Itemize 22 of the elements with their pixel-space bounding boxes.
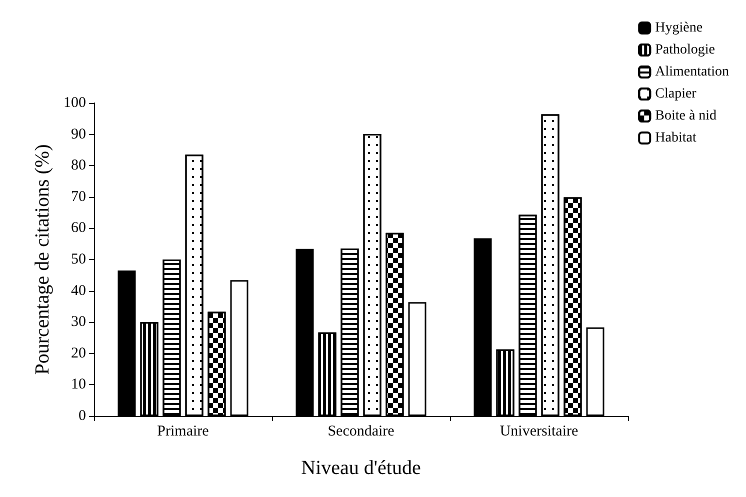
y-tick-label: 80 bbox=[71, 158, 86, 174]
legend-label: Pathologie bbox=[655, 42, 716, 58]
y-tick-label: 10 bbox=[71, 376, 86, 393]
x-axis-title: Niveau d'étude bbox=[301, 457, 421, 479]
x-tick-label: Primaire bbox=[157, 424, 210, 440]
x-tick-label: Universitaire bbox=[500, 424, 578, 440]
legend-label: Clapier bbox=[655, 86, 697, 102]
y-axis-title: Pourcentage de citations (%) bbox=[32, 144, 54, 375]
legend-label: Hygiène bbox=[655, 20, 703, 36]
legend-label: Habitat bbox=[655, 130, 696, 146]
y-tick-label: 60 bbox=[71, 220, 86, 236]
legend-label: Alimentation bbox=[655, 64, 730, 80]
y-tick-label: 40 bbox=[71, 282, 86, 299]
y-tick-label: 90 bbox=[71, 126, 86, 142]
y-tick-label: 30 bbox=[71, 314, 86, 330]
y-tick-label: 70 bbox=[71, 188, 86, 205]
y-tick-label: 100 bbox=[64, 95, 86, 111]
y-tick-label: 0 bbox=[78, 408, 86, 424]
y-tick-label: 20 bbox=[71, 345, 86, 362]
y-tick-label: 50 bbox=[71, 252, 86, 268]
legend-label: Boite à nid bbox=[655, 108, 717, 124]
x-tick-label: Secondaire bbox=[328, 424, 395, 440]
